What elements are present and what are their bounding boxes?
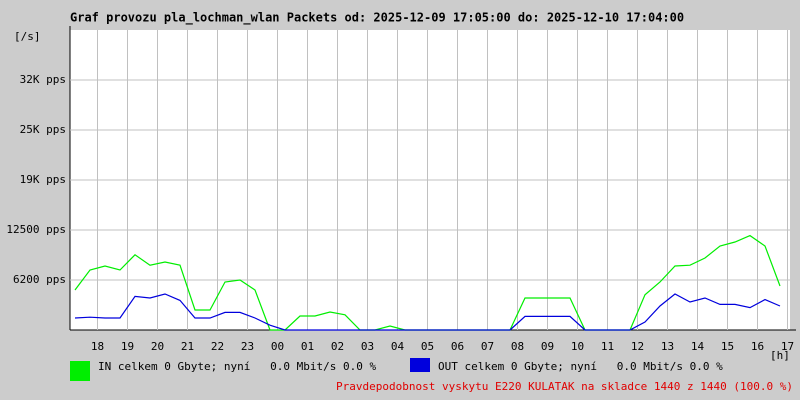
x-tick-label: 09 bbox=[541, 340, 554, 353]
x-tick-label: 13 bbox=[661, 340, 674, 353]
legend-swatch bbox=[410, 358, 430, 372]
series-line bbox=[74, 293, 781, 331]
y-tick-label: 12500 pps bbox=[6, 223, 66, 236]
chart-title: Graf provozu pla_lochman_wlan Packets od… bbox=[70, 11, 684, 26]
legend-label: IN celkem 0 Gbyte; nyní 0.0 Mbit/s 0.0 % bbox=[98, 360, 377, 373]
x-tick-label: 18 bbox=[91, 340, 104, 353]
x-tick-label: 21 bbox=[181, 340, 194, 353]
x-tick-label: 03 bbox=[361, 340, 374, 353]
x-tick-label: 23 bbox=[241, 340, 254, 353]
x-tick-label: 06 bbox=[451, 340, 464, 353]
x-tick-label: 11 bbox=[601, 340, 614, 353]
y-tick-label: 32K pps bbox=[20, 73, 66, 86]
x-tick-label: 22 bbox=[211, 340, 224, 353]
footnote: Pravdepodobnost vyskytu E220 KULATAK na … bbox=[336, 380, 793, 393]
x-tick-label: 05 bbox=[421, 340, 434, 353]
x-tick-label: 19 bbox=[121, 340, 134, 353]
x-tick-label: 07 bbox=[481, 340, 494, 353]
legend-swatch bbox=[70, 361, 90, 381]
layer: 6200 pps 12500 pps 19K pps 25K pps 32K pps 18… bbox=[6, 30, 794, 381]
x-tick-label: 14 bbox=[691, 340, 705, 353]
x-tick-label: 02 bbox=[331, 340, 344, 353]
y-tick-label: 25K pps bbox=[20, 123, 66, 136]
x-unit: [h] bbox=[770, 349, 790, 362]
y-tick-label: 6200 pps bbox=[13, 273, 66, 286]
x-tick-label: 20 bbox=[151, 340, 164, 353]
x-tick-label: 15 bbox=[721, 340, 734, 353]
x-tick-label: 08 bbox=[511, 340, 524, 353]
legend-label: OUT celkem 0 Gbyte; nyní 0.0 Mbit/s 0.0 … bbox=[438, 360, 723, 373]
x-tick-label: 16 bbox=[751, 340, 764, 353]
x-tick-label: 17 bbox=[781, 340, 794, 353]
x-tick-label: 04 bbox=[391, 340, 405, 353]
x-tick-label: 00 bbox=[271, 340, 284, 353]
y-tick-label: 19K pps bbox=[20, 173, 66, 186]
x-tick-label: 01 bbox=[301, 340, 314, 353]
x-tick-label: 10 bbox=[571, 340, 584, 353]
x-tick-label: 12 bbox=[631, 340, 644, 353]
y-unit: [/s] bbox=[14, 30, 41, 43]
